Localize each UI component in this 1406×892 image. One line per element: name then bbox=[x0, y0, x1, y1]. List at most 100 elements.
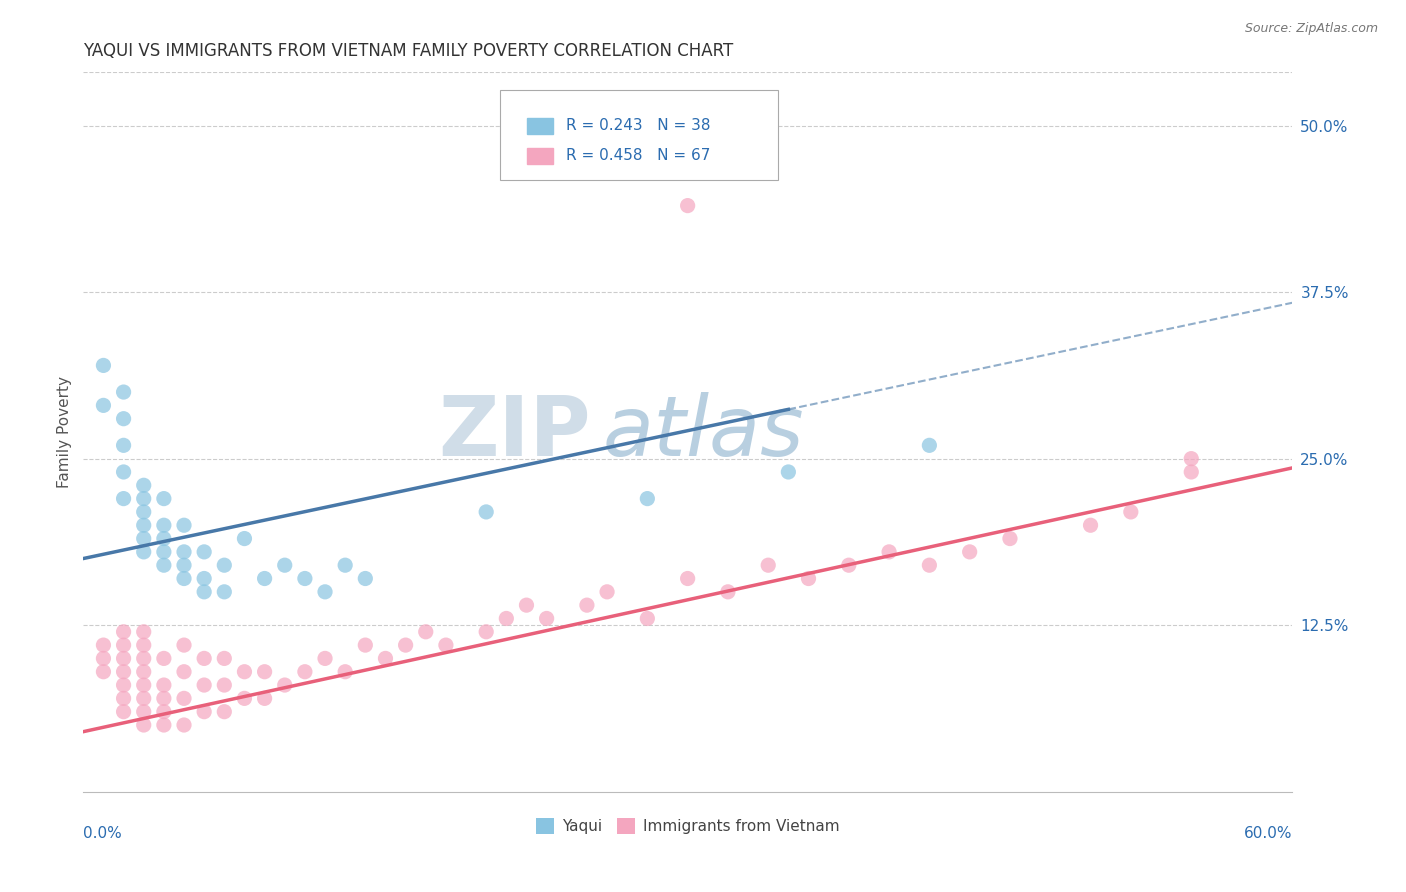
Point bbox=[918, 438, 941, 452]
Point bbox=[495, 611, 517, 625]
Point bbox=[132, 638, 155, 652]
Point bbox=[132, 705, 155, 719]
Point bbox=[536, 611, 558, 625]
Point bbox=[838, 558, 860, 573]
Point bbox=[93, 651, 115, 665]
Point bbox=[475, 505, 498, 519]
Point bbox=[173, 558, 195, 573]
Point bbox=[596, 584, 619, 599]
Point bbox=[132, 545, 155, 559]
Point bbox=[918, 558, 941, 573]
Point bbox=[153, 491, 176, 506]
Point bbox=[1119, 505, 1142, 519]
Point bbox=[636, 491, 658, 506]
Point bbox=[756, 558, 779, 573]
Point bbox=[717, 584, 740, 599]
Point bbox=[434, 638, 457, 652]
Point bbox=[93, 638, 115, 652]
Point bbox=[112, 691, 135, 706]
Point bbox=[132, 651, 155, 665]
Point bbox=[132, 678, 155, 692]
Point bbox=[112, 411, 135, 425]
Point bbox=[354, 572, 377, 586]
Bar bbox=[527, 118, 554, 134]
Point bbox=[636, 611, 658, 625]
Point bbox=[214, 651, 236, 665]
Point bbox=[354, 638, 377, 652]
Point bbox=[335, 558, 357, 573]
Point bbox=[153, 678, 176, 692]
Point bbox=[93, 398, 115, 412]
Point bbox=[676, 199, 699, 213]
Point bbox=[193, 584, 215, 599]
Point bbox=[132, 505, 155, 519]
Point bbox=[314, 584, 336, 599]
Point bbox=[1080, 518, 1102, 533]
Point bbox=[112, 438, 135, 452]
Point bbox=[132, 691, 155, 706]
Point bbox=[173, 638, 195, 652]
Point bbox=[1180, 451, 1202, 466]
Point bbox=[112, 651, 135, 665]
Point bbox=[153, 558, 176, 573]
Point bbox=[797, 572, 820, 586]
Point bbox=[173, 545, 195, 559]
Point bbox=[112, 465, 135, 479]
Point bbox=[274, 558, 297, 573]
Point bbox=[132, 665, 155, 679]
Text: Source: ZipAtlas.com: Source: ZipAtlas.com bbox=[1244, 22, 1378, 36]
Point bbox=[132, 624, 155, 639]
Bar bbox=[527, 148, 554, 164]
Point bbox=[193, 572, 215, 586]
Point bbox=[132, 518, 155, 533]
Point bbox=[294, 572, 316, 586]
Point bbox=[132, 532, 155, 546]
Point bbox=[214, 678, 236, 692]
Text: R = 0.458   N = 67: R = 0.458 N = 67 bbox=[565, 148, 710, 163]
Point bbox=[214, 558, 236, 573]
Point bbox=[959, 545, 981, 559]
Point bbox=[153, 651, 176, 665]
Point bbox=[153, 532, 176, 546]
Point bbox=[335, 665, 357, 679]
Point bbox=[112, 705, 135, 719]
Text: YAQUI VS IMMIGRANTS FROM VIETNAM FAMILY POVERTY CORRELATION CHART: YAQUI VS IMMIGRANTS FROM VIETNAM FAMILY … bbox=[83, 42, 734, 60]
Point bbox=[233, 665, 256, 679]
Point bbox=[153, 518, 176, 533]
Point bbox=[153, 705, 176, 719]
Point bbox=[676, 572, 699, 586]
Point bbox=[112, 385, 135, 400]
Point bbox=[112, 624, 135, 639]
Point bbox=[253, 665, 276, 679]
Point bbox=[778, 465, 800, 479]
Point bbox=[233, 691, 256, 706]
Text: 0.0%: 0.0% bbox=[83, 826, 122, 841]
Point bbox=[173, 665, 195, 679]
Point bbox=[253, 691, 276, 706]
Point bbox=[998, 532, 1021, 546]
Point bbox=[153, 545, 176, 559]
Point bbox=[214, 705, 236, 719]
Text: atlas: atlas bbox=[603, 392, 804, 473]
Text: ZIP: ZIP bbox=[439, 392, 591, 473]
Point bbox=[877, 545, 900, 559]
Point bbox=[132, 718, 155, 732]
Point bbox=[173, 718, 195, 732]
Point bbox=[274, 678, 297, 692]
Point bbox=[575, 598, 598, 612]
Point bbox=[112, 678, 135, 692]
Point bbox=[415, 624, 437, 639]
Text: R = 0.243   N = 38: R = 0.243 N = 38 bbox=[565, 118, 710, 133]
FancyBboxPatch shape bbox=[501, 90, 779, 180]
Point bbox=[515, 598, 537, 612]
Point bbox=[193, 705, 215, 719]
Point bbox=[173, 518, 195, 533]
Point bbox=[173, 691, 195, 706]
Point bbox=[294, 665, 316, 679]
Point bbox=[132, 491, 155, 506]
Point bbox=[173, 572, 195, 586]
Point bbox=[374, 651, 396, 665]
Text: 60.0%: 60.0% bbox=[1243, 826, 1292, 841]
Legend: Yaqui, Immigrants from Vietnam: Yaqui, Immigrants from Vietnam bbox=[536, 818, 839, 834]
Point bbox=[93, 665, 115, 679]
